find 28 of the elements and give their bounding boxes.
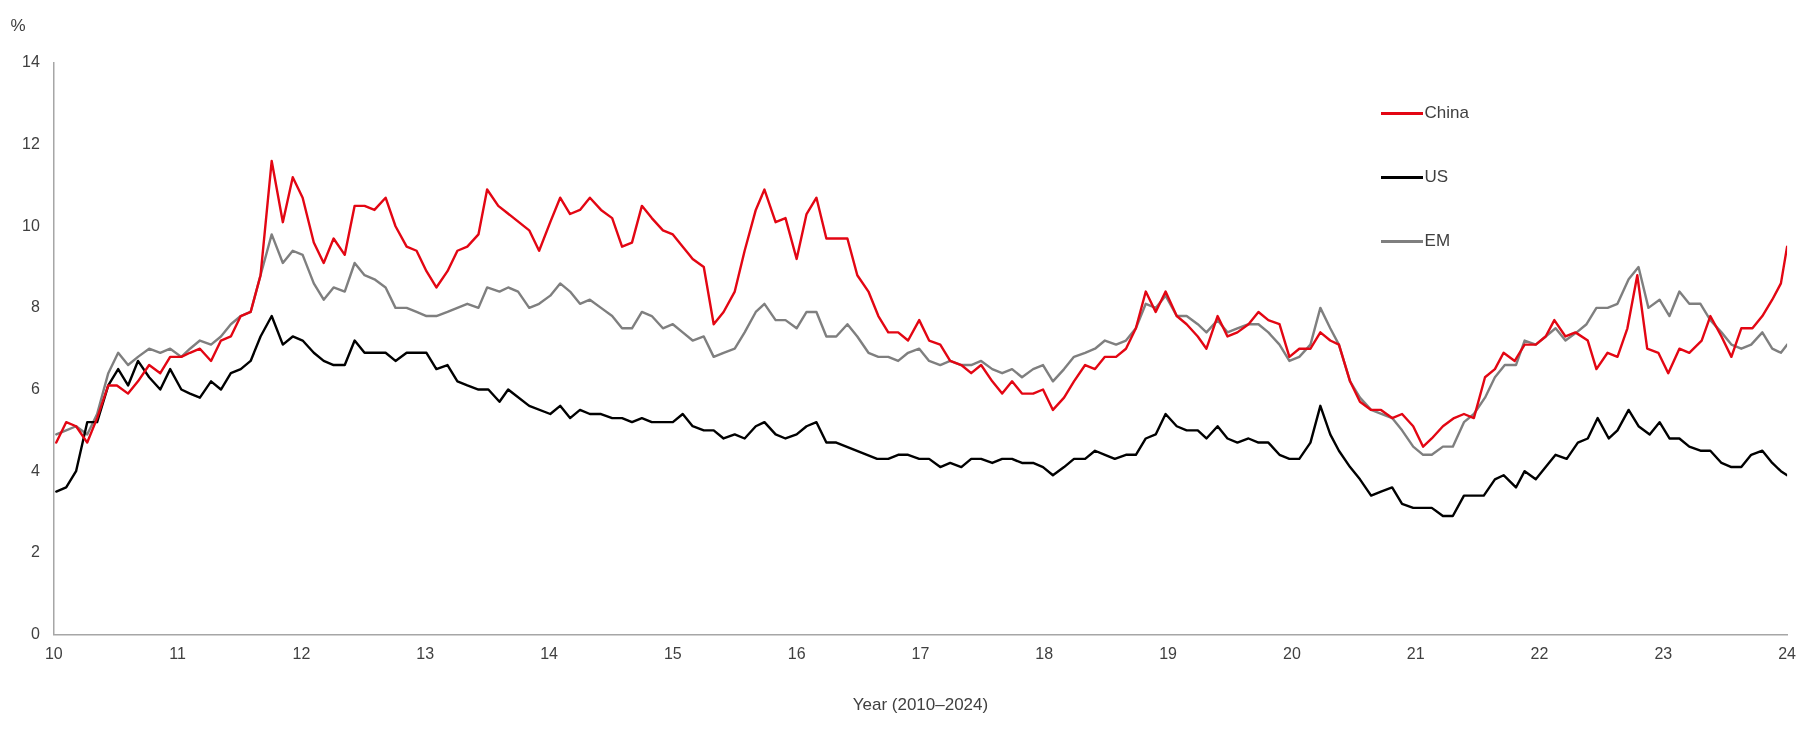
y-tick-label: 2 (30, 543, 40, 561)
y-tick-label: 14 (22, 53, 40, 71)
y-tick-label: 10 (22, 216, 40, 234)
y-tick-label: 0 (30, 624, 40, 642)
x-tick-label: 21 (1406, 645, 1425, 663)
x-tick-label: 10 (44, 645, 63, 663)
x-tick-label: 18 (1035, 645, 1054, 663)
x-tick-label: 22 (1530, 645, 1549, 663)
x-tick-label: 11 (169, 645, 187, 663)
legend-label: China (1424, 103, 1469, 123)
x-tick-label: 23 (1654, 645, 1673, 663)
x-tick-label: 24 (1778, 645, 1797, 663)
x-axis-title: Year (2010–2024) (852, 695, 989, 715)
y-tick-label: 6 (30, 379, 40, 397)
y-tick-label: 12 (22, 135, 40, 153)
x-tick-label: 15 (663, 645, 682, 663)
y-tick-label: 8 (30, 298, 40, 316)
x-tick-label: 12 (292, 645, 311, 663)
legend-label: EM (1424, 231, 1451, 251)
x-tick-label: 14 (540, 645, 559, 663)
x-tick-label: 16 (787, 645, 806, 663)
x-tick-label: 17 (911, 645, 930, 663)
x-tick-label: 13 (416, 645, 435, 663)
y-tick-label: 4 (30, 461, 40, 479)
x-tick-label: 20 (1282, 645, 1301, 663)
legend-label: US (1424, 167, 1449, 187)
y-axis-title: % (10, 16, 26, 36)
x-tick-label: 19 (1159, 645, 1178, 663)
